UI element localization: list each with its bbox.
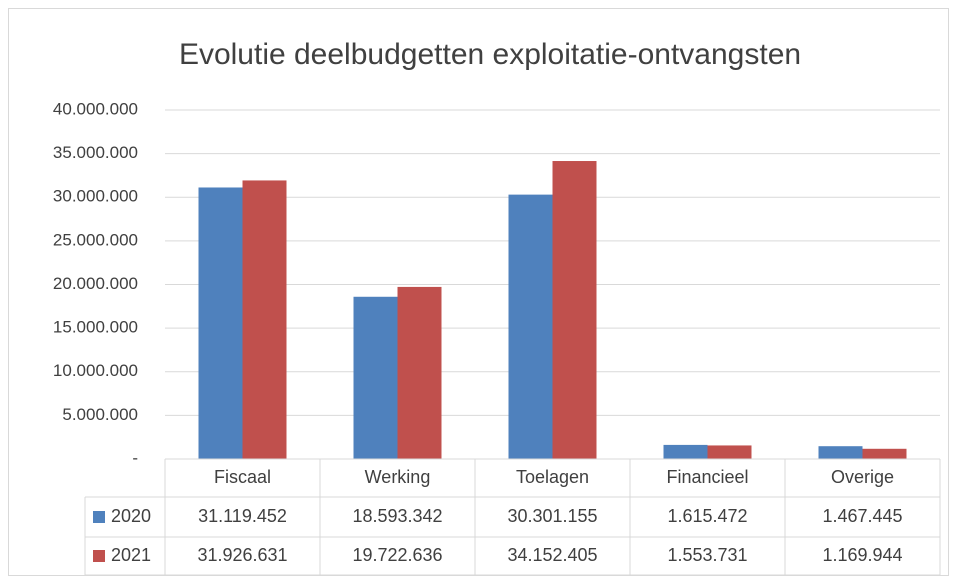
y-tick-label: 10.000.000: [53, 361, 138, 380]
table-value: 18.593.342: [352, 506, 442, 526]
chart-border: [8, 8, 949, 576]
chart-title: Evolutie deelbudgetten exploitatie-ontva…: [179, 38, 801, 71]
bar: [862, 448, 907, 459]
category-label: Toelagen: [516, 467, 589, 487]
table-value: 34.152.405: [507, 545, 597, 565]
category-label: Overige: [831, 467, 894, 487]
category-label: Werking: [365, 467, 431, 487]
table-value: 1.467.445: [822, 506, 902, 526]
table-value: 31.119.452: [198, 506, 287, 526]
bar: [242, 180, 287, 460]
table-value: 1.615.472: [667, 506, 747, 526]
category-label: Fiscaal: [214, 467, 271, 487]
legend-swatch: [93, 511, 105, 523]
bar: [818, 446, 863, 459]
table-value: 31.926.631: [197, 545, 287, 565]
y-tick-label: 20.000.000: [53, 274, 138, 293]
legend-swatch: [93, 550, 105, 562]
y-tick-label: 15.000.000: [53, 318, 138, 337]
y-tick-label: 5.000.000: [62, 405, 138, 424]
bar: [198, 187, 243, 459]
y-tick-label: 35.000.000: [53, 143, 138, 162]
table-value: 1.169.944: [822, 545, 902, 565]
bar: [353, 296, 398, 459]
y-tick-label: 30.000.000: [53, 187, 138, 206]
y-tick-label: 25.000.000: [53, 230, 138, 249]
category-label: Financieel: [666, 467, 748, 487]
table-value: 1.553.731: [667, 545, 747, 565]
table-value: 30.301.155: [507, 506, 597, 526]
table-value: 19.722.636: [352, 545, 442, 565]
bar: [552, 161, 597, 459]
y-tick-label: 40.000.000: [53, 99, 138, 118]
bar: [707, 445, 752, 459]
legend-label: 2020: [111, 506, 151, 526]
bar: [508, 194, 553, 459]
legend-label: 2021: [111, 545, 151, 565]
y-tick-label: -: [132, 448, 138, 467]
bar: [663, 444, 708, 459]
bar: [397, 286, 442, 459]
